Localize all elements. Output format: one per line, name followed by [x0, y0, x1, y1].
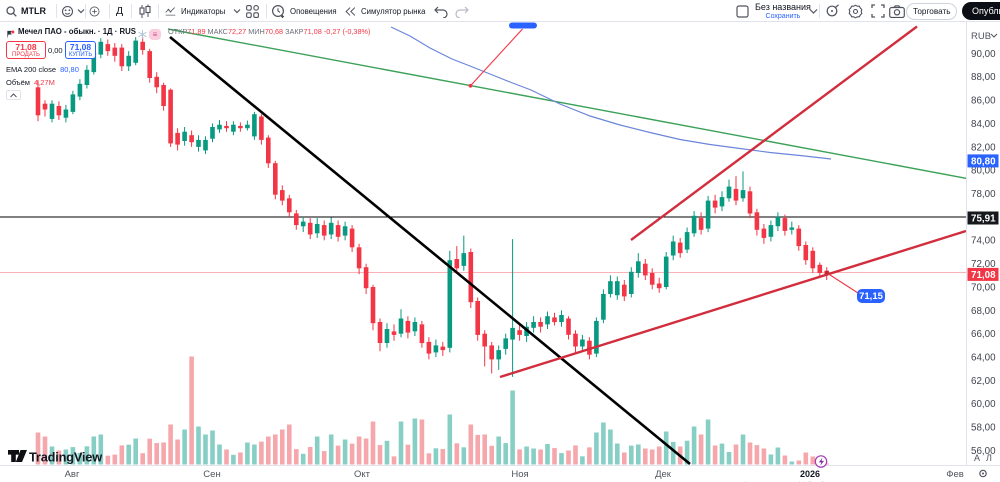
svg-text:60,00: 60,00: [971, 399, 996, 410]
svg-text:86,00: 86,00: [971, 96, 996, 107]
svg-text:72,00: 72,00: [971, 259, 996, 270]
svg-text:66,00: 66,00: [971, 329, 996, 340]
svg-text:70,00: 70,00: [971, 282, 996, 293]
svg-text:58,00: 58,00: [971, 423, 996, 434]
svg-text:84,00: 84,00: [971, 119, 996, 130]
svg-text:80,00: 80,00: [971, 166, 996, 177]
svg-text:Фев: Фев: [946, 469, 964, 480]
svg-text:90,00: 90,00: [971, 49, 996, 60]
svg-text:71,15: 71,15: [859, 291, 883, 302]
svg-text:74,00: 74,00: [971, 236, 996, 247]
svg-text:80,80: 80,80: [971, 157, 996, 168]
svg-text:82,00: 82,00: [971, 142, 996, 153]
svg-text:71,08: 71,08: [971, 270, 996, 281]
svg-text:78,00: 78,00: [971, 189, 996, 200]
svg-text:Активация Windows: Активация Windows: [742, 480, 844, 482]
svg-text:56,00: 56,00: [971, 446, 996, 457]
svg-text:Дек: Дек: [655, 469, 672, 480]
svg-text:62,00: 62,00: [971, 376, 996, 387]
svg-text:RUB: RUB: [971, 31, 991, 42]
svg-text:68,00: 68,00: [971, 306, 996, 317]
svg-text:Л: Л: [986, 453, 992, 463]
svg-text:64,00: 64,00: [971, 353, 996, 364]
svg-text:2026: 2026: [800, 469, 820, 479]
svg-text:Окт: Окт: [354, 469, 371, 480]
svg-text:75,91: 75,91: [971, 214, 996, 225]
svg-text:А: А: [974, 453, 980, 463]
svg-text:88,00: 88,00: [971, 72, 996, 83]
svg-text:Ноя: Ноя: [511, 469, 528, 480]
svg-text:Сен: Сен: [203, 469, 220, 480]
svg-text:Авг: Авг: [65, 469, 80, 480]
svg-text:TradingView: TradingView: [29, 450, 102, 465]
